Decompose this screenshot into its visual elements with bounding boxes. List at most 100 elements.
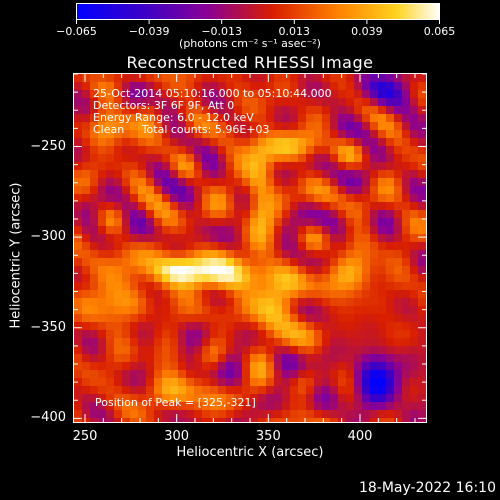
y-tick-label: −300 (30, 229, 66, 245)
heatmap-cell (186, 314, 195, 323)
heatmap-cell (298, 282, 307, 291)
heatmap-cell (218, 314, 227, 323)
heatmap-cell (202, 338, 211, 347)
heatmap-cell (330, 282, 339, 291)
heatmap-cell (298, 234, 307, 243)
heatmap-cell (162, 138, 171, 147)
heatmap-cell (410, 146, 419, 155)
heatmap-cell (234, 250, 243, 259)
heatmap-cell (346, 122, 355, 131)
heatmap-cell (162, 290, 171, 299)
heatmap-cell (98, 410, 107, 419)
heatmap-cell (74, 306, 83, 315)
heatmap-cell (346, 266, 355, 275)
heatmap-cell (258, 362, 267, 371)
heatmap-cell (154, 330, 163, 339)
heatmap-cell (146, 370, 155, 379)
heatmap-cell (322, 266, 331, 275)
heatmap-cell (410, 218, 419, 227)
heatmap-cell (346, 154, 355, 163)
heatmap-cell (202, 418, 211, 422)
heatmap-cell (194, 90, 203, 99)
heatmap-cell (394, 74, 403, 83)
heatmap-cell (154, 250, 163, 259)
heatmap-cell (274, 242, 283, 251)
heatmap-cell (106, 202, 115, 211)
heatmap-cell (394, 106, 403, 115)
heatmap-cell (74, 154, 83, 163)
heatmap-cell (130, 306, 139, 315)
heatmap-cell (338, 410, 347, 419)
heatmap-cell (266, 258, 275, 267)
heatmap-cell (386, 186, 395, 195)
heatmap-cell (90, 106, 99, 115)
heatmap-cell (266, 170, 275, 179)
heatmap-cell (130, 170, 139, 179)
heatmap-cell (314, 362, 323, 371)
heatmap-cell (114, 370, 123, 379)
heatmap-cell (98, 394, 107, 403)
heatmap-cell (170, 274, 179, 283)
heatmap-cell (394, 370, 403, 379)
heatmap-cell (386, 386, 395, 395)
heatmap-cell (394, 418, 403, 422)
heatmap-cell (194, 370, 203, 379)
heatmap-cell (154, 154, 163, 163)
heatmap-cell (274, 74, 283, 83)
heatmap-cell (298, 386, 307, 395)
y-axis-label: Heliocentric Y (arcsec) (8, 182, 24, 329)
heatmap-cell (354, 306, 363, 315)
heatmap-cell (386, 394, 395, 403)
heatmap-cell (146, 106, 155, 115)
heatmap-cell (242, 202, 251, 211)
heatmap-cell (362, 74, 371, 83)
heatmap-cell (178, 362, 187, 371)
heatmap-cell (154, 346, 163, 355)
heatmap-cell (226, 314, 235, 323)
heatmap-cell (290, 154, 299, 163)
heatmap-cell (194, 114, 203, 123)
heatmap-cell (258, 114, 267, 123)
heatmap-cell (186, 274, 195, 283)
heatmap-cell (410, 234, 419, 243)
heatmap-cell (266, 210, 275, 219)
heatmap-cell (226, 74, 235, 83)
heatmap-cell (98, 354, 107, 363)
heatmap-cell (274, 218, 283, 227)
heatmap-cell (314, 250, 323, 259)
heatmap-cell (106, 282, 115, 291)
heatmap-cell (114, 202, 123, 211)
heatmap-cell (242, 226, 251, 235)
heatmap-cell (210, 306, 219, 315)
heatmap-cell (258, 74, 267, 83)
heatmap-cell (410, 346, 419, 355)
heatmap-cell (138, 386, 147, 395)
heatmap-cell (330, 82, 339, 91)
heatmap-cell (306, 386, 315, 395)
heatmap-cell (210, 394, 219, 403)
heatmap-cell (274, 98, 283, 107)
heatmap-cell (98, 90, 107, 99)
heatmap-cell (234, 138, 243, 147)
heatmap-cell (298, 274, 307, 283)
heatmap-cell (218, 298, 227, 307)
heatmap-cell (314, 98, 323, 107)
heatmap-cell (258, 418, 267, 422)
heatmap-cell (410, 122, 419, 131)
heatmap-cell (218, 162, 227, 171)
heatmap-cell (146, 202, 155, 211)
heatmap-cell (162, 106, 171, 115)
heatmap-cell (98, 226, 107, 235)
heatmap-cell (194, 106, 203, 115)
heatmap-cell (170, 138, 179, 147)
heatmap-cell (178, 218, 187, 227)
heatmap-cell (402, 362, 411, 371)
heatmap-cell (306, 370, 315, 379)
heatmap-cell (378, 154, 387, 163)
heatmap-cell (130, 386, 139, 395)
heatmap-cell (354, 370, 363, 379)
heatmap-cell (234, 114, 243, 123)
heatmap-cell (282, 114, 291, 123)
heatmap-cell (226, 154, 235, 163)
heatmap-cell (170, 362, 179, 371)
